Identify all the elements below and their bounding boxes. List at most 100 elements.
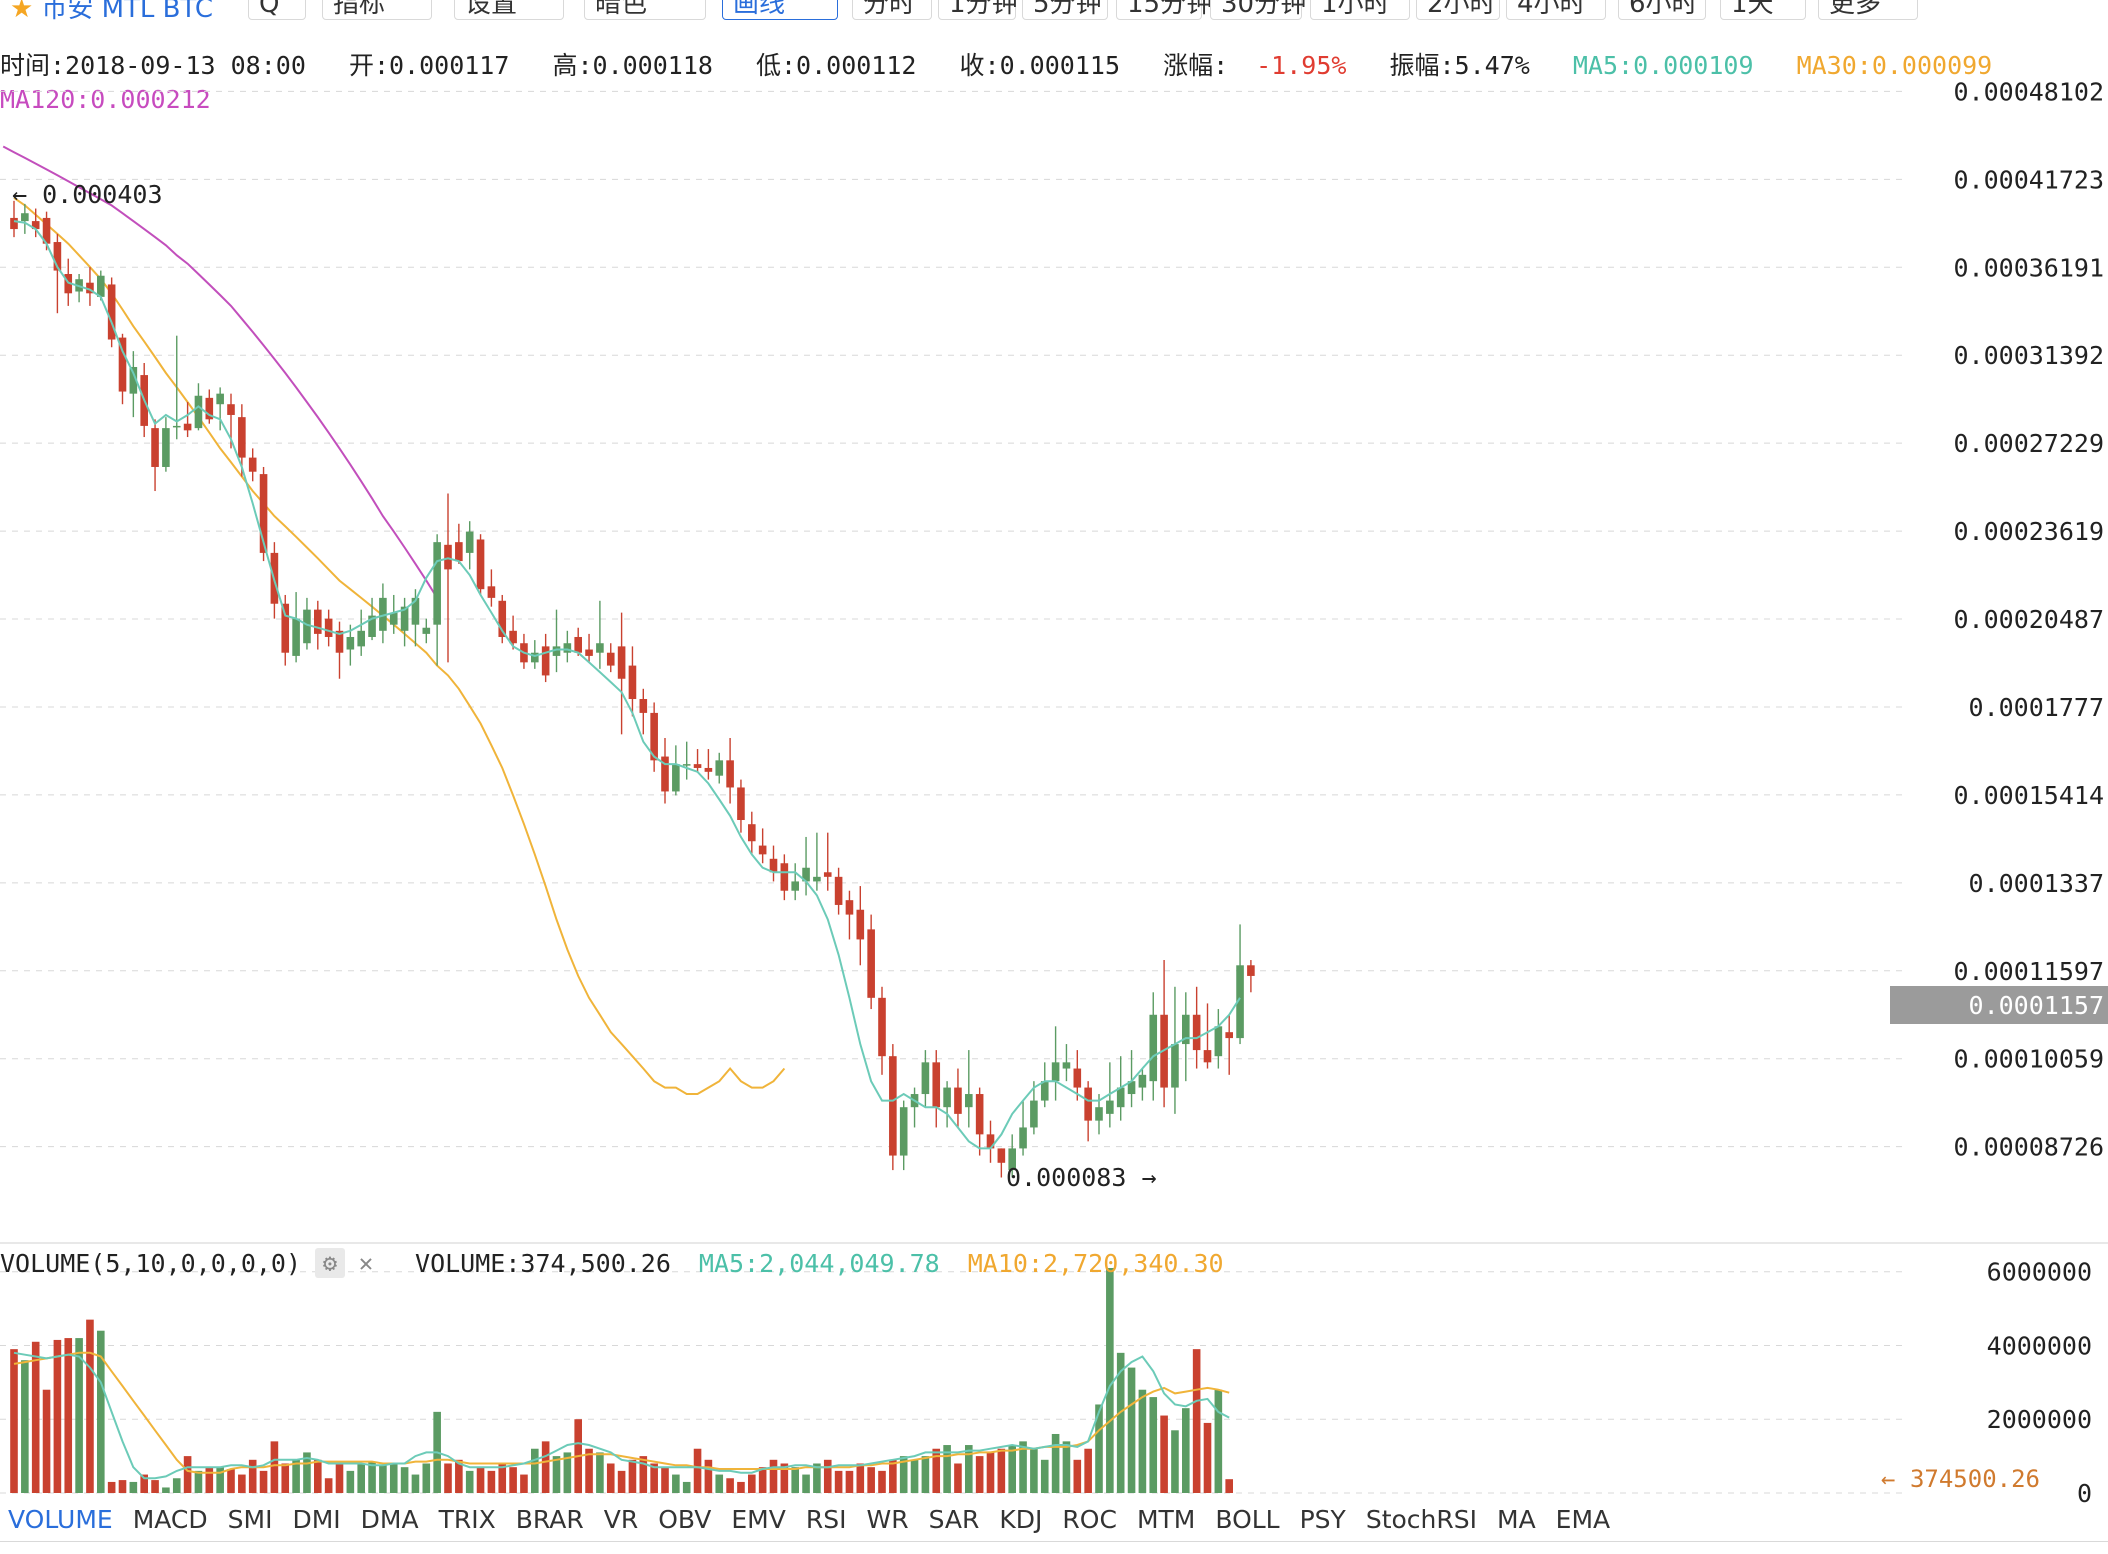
candle-body [932, 1062, 941, 1108]
tab-roc[interactable]: ROC [1062, 1505, 1117, 1534]
volume-indicator-label: VOLUME(5,10,0,0,0,0) [0, 1248, 302, 1278]
volume-bar [672, 1474, 680, 1493]
candle-body [227, 404, 235, 415]
candle-body [476, 539, 485, 590]
tab-boll[interactable]: BOLL [1215, 1505, 1280, 1534]
volume-axis-label: 4000000 [1987, 1331, 2092, 1360]
tab-mtm[interactable]: MTM [1136, 1505, 1196, 1534]
tab-ma[interactable]: MA [1497, 1505, 1536, 1534]
tab-stochrsi[interactable]: StochRSI [1365, 1505, 1477, 1534]
tab-macd[interactable]: MACD [132, 1505, 208, 1534]
candle-body [86, 282, 94, 294]
tab-emv[interactable]: EMV [731, 1505, 786, 1534]
candle-body [856, 909, 865, 940]
toolbar-button-8[interactable]: 15分钟 [1116, 0, 1212, 20]
toolbar-button-6[interactable]: 1分钟 [938, 0, 1018, 20]
tab-dma[interactable]: DMA [360, 1505, 419, 1534]
volume-bar [1008, 1445, 1016, 1493]
volume-bar [509, 1467, 517, 1493]
tab-ema[interactable]: EMA [1555, 1505, 1611, 1534]
volume-bar [411, 1474, 420, 1493]
candle-body [1171, 1044, 1179, 1088]
info-open: 开:0.000117 [348, 51, 510, 80]
gear-icon[interactable]: ⚙ [315, 1248, 346, 1278]
tab-obv[interactable]: OBV [658, 1505, 712, 1534]
volume-bar [520, 1474, 528, 1493]
volume-ma10: MA10:2,720,340.30 [967, 1248, 1224, 1278]
candle-body [379, 597, 387, 631]
toolbar: ★ 币安 MTL BTC Q 指标 设置 暗色 画线 分时 1分钟 5分钟 15分钟 30分钟 1小时… [0, 0, 2108, 22]
candle-body [455, 542, 463, 562]
close-icon[interactable]: ✕ [358, 1249, 374, 1277]
toolbar-button-2[interactable]: 设置 [454, 0, 564, 20]
toolbar-button-0[interactable]: Q [248, 0, 306, 20]
candle-body [1040, 1081, 1049, 1101]
volume-ma10-line [13, 1351, 1230, 1474]
tab-smi[interactable]: SMI [227, 1505, 273, 1534]
candle-body [845, 900, 854, 915]
volume-bar [813, 1463, 821, 1493]
favorite-star-icon[interactable]: ★ [10, 0, 34, 22]
volume-bar [1127, 1367, 1136, 1493]
tab-rsi[interactable]: RSI [805, 1505, 847, 1534]
tab-trix[interactable]: TRIX [438, 1505, 496, 1534]
volume-bar [1095, 1404, 1103, 1493]
candle-body [628, 665, 637, 700]
candle-body [1008, 1148, 1016, 1171]
volume-bar [1073, 1459, 1082, 1493]
info-ma5: MA5:0.000109 [1572, 51, 1754, 80]
candle-body [292, 618, 300, 656]
toolbar-button-13[interactable]: 6小时 [1618, 0, 1706, 20]
volume-axis-label: 6000000 [1987, 1258, 2092, 1287]
toolbar-button-11[interactable]: 2小时 [1416, 0, 1500, 20]
candle-body [1062, 1062, 1071, 1069]
volume-bar [606, 1463, 615, 1493]
info-change-label: 涨幅: [1163, 51, 1229, 80]
toolbar-button-4[interactable]: 画线 [722, 0, 838, 20]
tab-wr[interactable]: WR [866, 1505, 909, 1534]
volume-current-label: ← 374500.26 [1881, 1465, 2040, 1493]
info-time: 时间:2018-09-13 08:00 [0, 51, 306, 80]
price-axis-label: 0.00015414 [1953, 781, 2104, 810]
volume-bar [444, 1463, 452, 1493]
toolbar-button-10[interactable]: 1小时 [1310, 0, 1410, 20]
info-amplitude: 振幅:5.47% [1389, 51, 1530, 80]
min-price-annotation: 0.000083 → [1006, 1163, 1157, 1192]
symbol-title[interactable]: ★ 币安 MTL BTC [10, 0, 213, 22]
tab-dmi[interactable]: DMI [292, 1505, 341, 1534]
toolbar-button-1[interactable]: 指标 [322, 0, 432, 20]
info-ma30: MA30:0.000099 [1796, 51, 1993, 80]
volume-bar [617, 1470, 626, 1493]
tab-kdj[interactable]: KDJ [999, 1505, 1043, 1534]
volume-bar [400, 1467, 409, 1493]
tab-vr[interactable]: VR [603, 1505, 639, 1534]
toolbar-button-3[interactable]: 暗色 [584, 0, 706, 20]
tab-brar[interactable]: BRAR [515, 1505, 584, 1534]
volume-bar [335, 1463, 344, 1493]
tab-sar[interactable]: SAR [928, 1505, 980, 1534]
candle-body [867, 929, 875, 998]
volume-bar [997, 1448, 1006, 1493]
toolbar-button-15[interactable]: 更多 [1818, 0, 1918, 20]
toolbar-button-9[interactable]: 30分钟 [1210, 0, 1306, 20]
candle-body [1051, 1062, 1060, 1082]
candle-body [1214, 1026, 1223, 1057]
price-axis-label: 0.00036191 [1953, 253, 2104, 282]
candle-body [748, 824, 756, 842]
toolbar-button-7[interactable]: 5分钟 [1022, 0, 1108, 20]
candle-body [965, 1094, 973, 1108]
volume-bar [552, 1456, 561, 1493]
tab-psy[interactable]: PSY [1299, 1505, 1346, 1534]
toolbar-button-12[interactable]: 4小时 [1506, 0, 1606, 20]
toolbar-button-5[interactable]: 分时 [852, 0, 932, 20]
volume-bar [661, 1467, 669, 1493]
volume-bar [889, 1459, 897, 1493]
toolbar-button-14[interactable]: 1天 [1720, 0, 1806, 20]
candle-body [737, 787, 745, 821]
tab-volume[interactable]: VOLUME [8, 1505, 113, 1534]
candle-body [259, 474, 268, 553]
candle-body [715, 760, 724, 776]
candle-body [1192, 1014, 1201, 1051]
volume-bar [650, 1463, 658, 1493]
